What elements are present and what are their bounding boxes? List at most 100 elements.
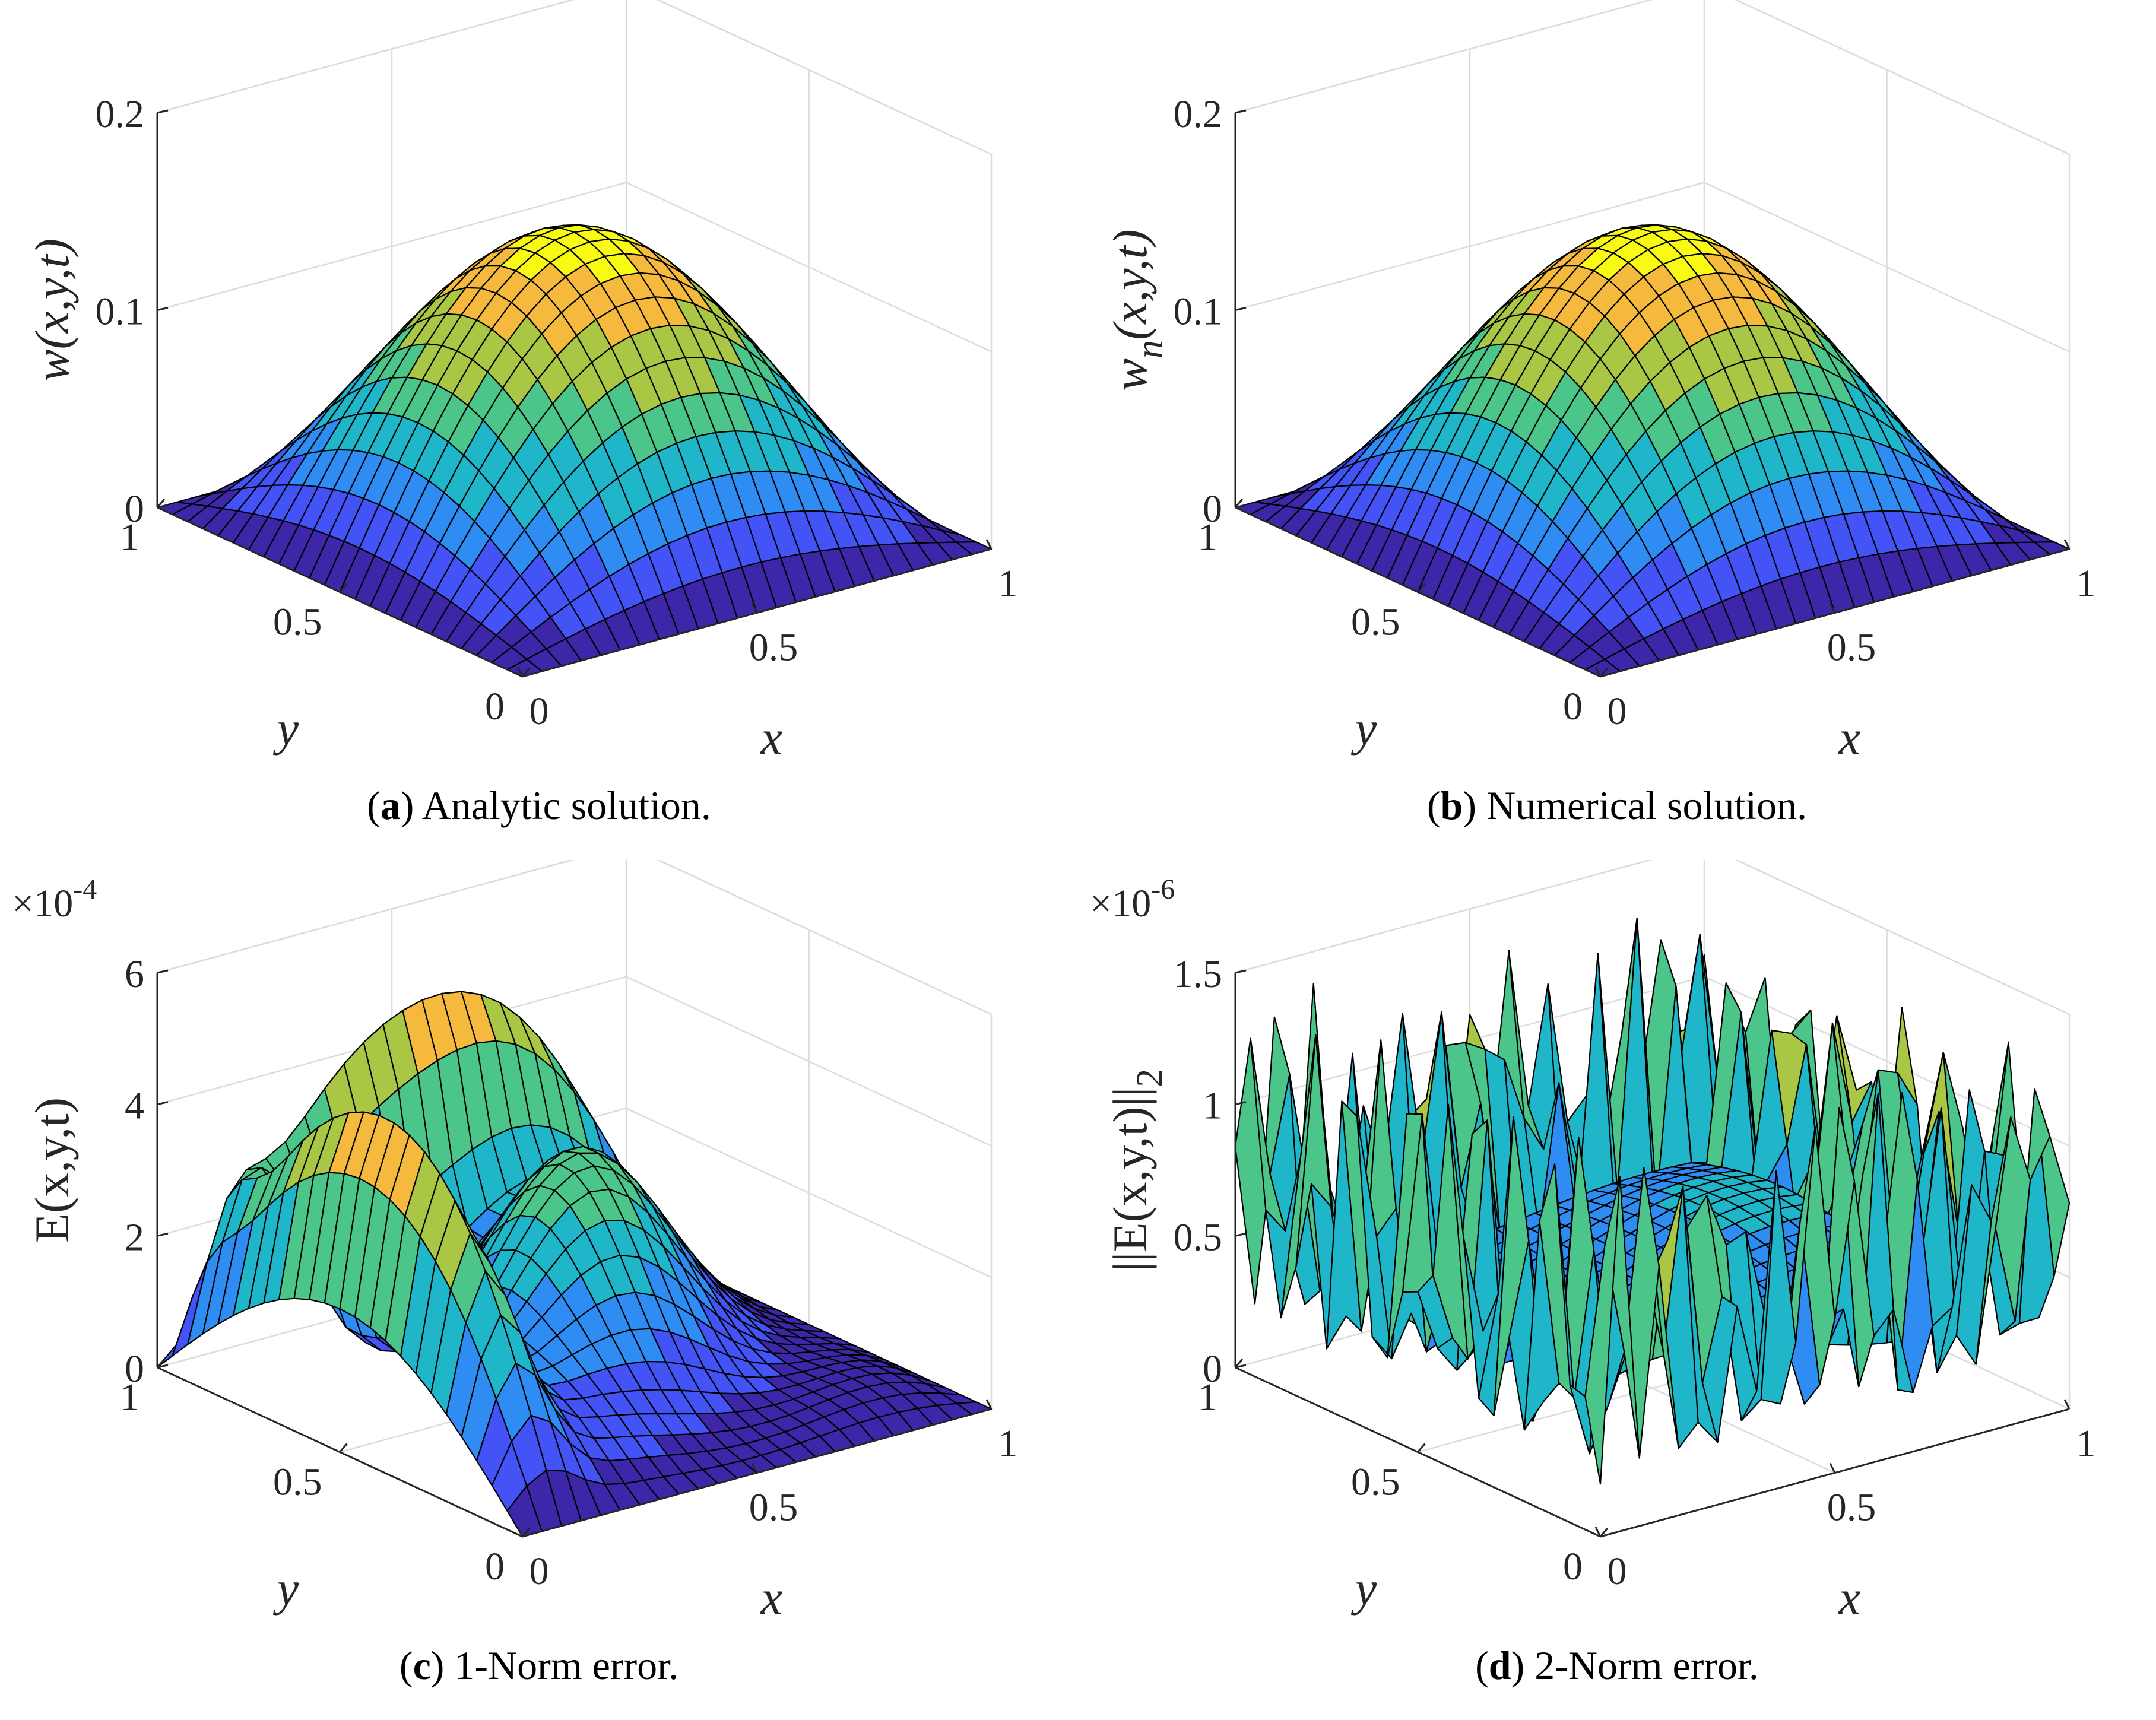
- y-tick-label: 0.5: [273, 601, 322, 644]
- z-tick: [1235, 109, 1247, 114]
- z-label-main: ||E(x,y,t)||: [1103, 1087, 1157, 1272]
- z-tick-label: 0: [1203, 1347, 1222, 1391]
- surface: [156, 224, 993, 678]
- y-tick: [521, 668, 531, 677]
- x-tick: [1829, 602, 1836, 614]
- x-tick: [1829, 1462, 1836, 1474]
- y-tick: [339, 1443, 348, 1453]
- x-tick-label: 0: [530, 1550, 549, 1593]
- z-exponent: ×10-4: [12, 874, 97, 925]
- x-tick-label: 0.5: [749, 1486, 798, 1529]
- z-tick: [1235, 1232, 1247, 1237]
- z-tick-label: 1: [1203, 1084, 1222, 1128]
- z-tick: [157, 1101, 169, 1106]
- x-tick: [2063, 1399, 2071, 1410]
- z-tick: [157, 504, 169, 509]
- z-tick: [157, 307, 169, 311]
- y-tick: [156, 1359, 166, 1368]
- z-tick-label: 0: [125, 1347, 144, 1391]
- panel-b: 0 0.1 0.2 0 0.5 1 0 0.5 1 x y wn(x,y,t) (b) Numerica…: [1078, 0, 2156, 860]
- z-tick-label: 2: [125, 1216, 144, 1259]
- surface: [156, 991, 993, 1538]
- z-tick-label: 1.5: [1174, 953, 1223, 996]
- z-axis-label: wn(x,y,t): [1103, 229, 1170, 391]
- y-tick-label: 1: [120, 516, 139, 559]
- z-tick-label: 4: [125, 1084, 144, 1128]
- y-axis-label: y: [273, 1562, 299, 1616]
- z-tick: [1235, 1364, 1247, 1369]
- z-axis-label: w(x,y,t): [25, 239, 79, 382]
- x-tick-label: 0: [530, 690, 549, 733]
- surface: [1234, 224, 2071, 678]
- x-tick: [985, 1399, 993, 1410]
- z-tick-label: 0.5: [1174, 1216, 1223, 1259]
- x-axis-label: x: [1838, 1570, 1860, 1624]
- y-tick: [156, 499, 166, 508]
- chart-d: 00.511.500.5100.51xy||E(x,y,t)||2×10-6(d…: [1090, 860, 2096, 1688]
- z-tick: [1235, 307, 1247, 311]
- panel-caption: (b) Numerical solution.: [1427, 783, 1807, 828]
- y-tick: [1599, 1528, 1609, 1537]
- y-tick-label: 0: [485, 1545, 505, 1588]
- z-exponent: ×10-6: [1090, 874, 1175, 925]
- panel-caption: (d) 2-Norm error.: [1475, 1643, 1759, 1688]
- z-axis-label: ||E(x,y,t)||2: [1103, 1069, 1170, 1272]
- x-tick-label: 0.5: [1827, 1486, 1876, 1529]
- x-tick: [2063, 539, 2071, 550]
- y-tick-label: 0: [1563, 685, 1583, 728]
- panel-a: 0 0.1 0.2 0 0.5 1 0 0.5 1 x y w(x,y,t) (a) Analytic …: [0, 0, 1078, 860]
- x-tick: [751, 602, 758, 614]
- z-tick: [157, 1232, 169, 1237]
- y-tick: [339, 583, 348, 593]
- y-tick-label: 0.5: [1351, 1461, 1400, 1504]
- z-tick-label: 0.1: [96, 290, 145, 334]
- x-tick-label: 0.5: [749, 626, 798, 669]
- x-tick: [1594, 667, 1602, 677]
- z-label-main: w: [1103, 358, 1157, 391]
- y-tick-label: 1: [120, 1376, 139, 1419]
- z-label-main: E(x,y,t): [25, 1097, 79, 1243]
- x-tick-label: 0.5: [1827, 626, 1876, 669]
- surface-cell: [1584, 1175, 1621, 1485]
- panel-c: 0 2 4 6 0 0.5 1 0 0.5 1 x y E(x,y,t) ×10-4 (c) 1-Norm …: [0, 860, 1078, 1720]
- x-tick-label: 1: [998, 1422, 1018, 1465]
- panel-caption: (c) 1-Norm error.: [400, 1643, 678, 1688]
- z-tick-label: 0.1: [1174, 290, 1223, 334]
- y-axis-label: y: [1351, 1562, 1377, 1616]
- z-label-sub: n: [1130, 340, 1170, 358]
- z-label-sub: 2: [1130, 1069, 1170, 1087]
- z-tick: [157, 109, 169, 114]
- x-axis-label: x: [760, 1570, 782, 1624]
- z-tick-label: 0.2: [96, 93, 145, 136]
- x-tick: [985, 539, 993, 550]
- z-tick: [1235, 969, 1247, 974]
- z-label-main: w(x,y,t): [25, 239, 79, 382]
- z-tick-label: 0.2: [1174, 93, 1223, 136]
- x-axis-label: x: [760, 710, 782, 764]
- z-tick: [157, 969, 169, 974]
- x-tick: [751, 1462, 758, 1474]
- z-tick-label: 0: [1203, 487, 1222, 531]
- x-tick: [516, 667, 524, 677]
- y-tick-label: 0.5: [273, 1461, 322, 1504]
- z-tick-label: 6: [125, 953, 144, 996]
- z-tick: [1235, 1101, 1247, 1106]
- z-tick: [1235, 504, 1247, 509]
- y-tick: [1599, 668, 1609, 677]
- z-tick-label: 0: [125, 487, 144, 531]
- y-tick-label: 1: [1198, 1376, 1217, 1419]
- y-tick-label: 0: [485, 685, 505, 728]
- y-tick-label: 1: [1198, 516, 1217, 559]
- x-tick: [516, 1527, 524, 1537]
- surface: [1234, 917, 2071, 1485]
- y-axis-label: y: [273, 702, 299, 756]
- x-tick-label: 1: [2076, 562, 2096, 605]
- z-tick: [157, 1364, 169, 1369]
